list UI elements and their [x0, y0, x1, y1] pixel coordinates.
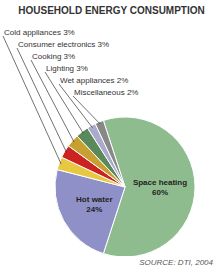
html-text:SOURCE: DTI, 2004: SOURCE: DTI, 2004 [139, 258, 213, 267]
svg-text:Hot water24%: Hot water24% [76, 195, 112, 214]
svg-text:Lighting 3%: Lighting 3% [46, 64, 88, 73]
svg-text:Cooking 3%: Cooking 3% [32, 52, 75, 61]
svg-text:Miscellaneous 2%: Miscellaneous 2% [74, 88, 138, 97]
svg-text:Consumer electronics 3%: Consumer electronics 3% [18, 40, 109, 49]
html-text:HOUSEHOLD ENERGY CONSUMPTION: HOUSEHOLD ENERGY CONSUMPTION [18, 5, 205, 16]
svg-text:Wet appliances 2%: Wet appliances 2% [60, 76, 128, 85]
svg-text:Space heating60%: Space heating60% [133, 178, 187, 197]
svg-text:Cold appliances 3%: Cold appliances 3% [8, 28, 75, 37]
